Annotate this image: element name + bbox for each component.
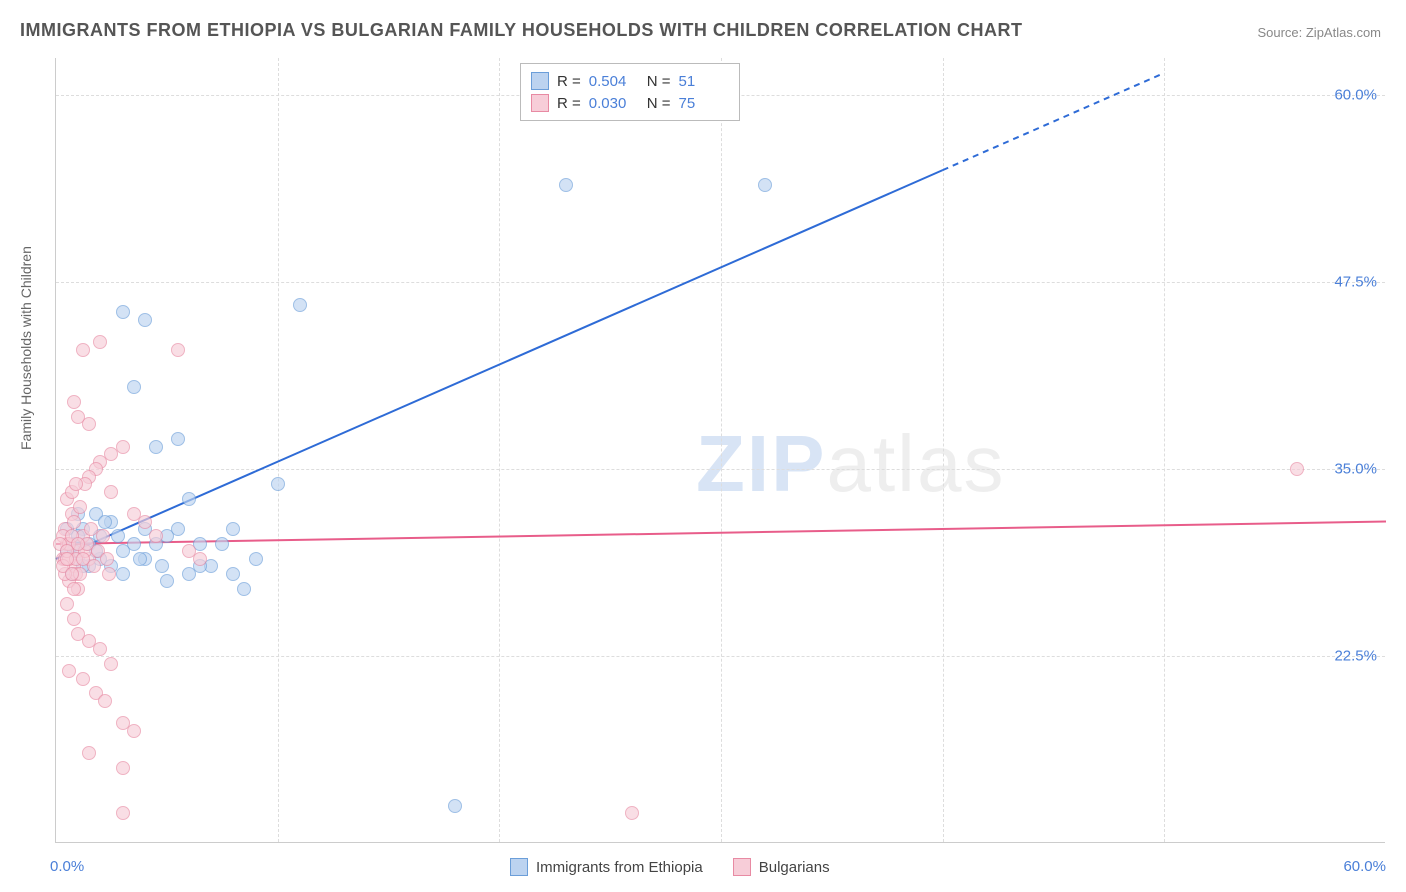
data-point <box>111 529 125 543</box>
data-point <box>76 672 90 686</box>
data-point <box>65 567 79 581</box>
data-point <box>73 500 87 514</box>
n-label: N = <box>647 95 671 112</box>
legend-series-item: Bulgarians <box>733 858 830 876</box>
watermark: ZIPatlas <box>696 418 1005 510</box>
data-point <box>448 799 462 813</box>
legend-series-item: Immigrants from Ethiopia <box>510 858 703 876</box>
data-point <box>171 522 185 536</box>
data-point <box>67 612 81 626</box>
data-point <box>149 440 163 454</box>
data-point <box>215 537 229 551</box>
y-tick-label: 60.0% <box>1334 87 1377 104</box>
data-point <box>226 522 240 536</box>
data-point <box>171 432 185 446</box>
data-point <box>127 537 141 551</box>
data-point <box>226 567 240 581</box>
legend-stats-row: R = 0.504 N = 51 <box>531 70 729 92</box>
data-point <box>249 552 263 566</box>
r-value: 0.030 <box>589 95 639 112</box>
data-point <box>67 582 81 596</box>
x-axis-max-label: 60.0% <box>1343 858 1386 875</box>
legend-series: Immigrants from Ethiopia Bulgarians <box>510 858 830 876</box>
data-point <box>1290 462 1304 476</box>
data-point <box>138 515 152 529</box>
legend-swatch <box>733 858 751 876</box>
data-point <box>160 574 174 588</box>
x-axis-min-label: 0.0% <box>50 858 84 875</box>
data-point <box>93 642 107 656</box>
data-point <box>271 477 285 491</box>
data-point <box>67 515 81 529</box>
data-point <box>104 657 118 671</box>
legend-series-label: Immigrants from Ethiopia <box>536 859 703 876</box>
data-point <box>116 761 130 775</box>
y-tick-label: 47.5% <box>1334 274 1377 291</box>
data-point <box>149 529 163 543</box>
data-point <box>67 395 81 409</box>
data-point <box>104 485 118 499</box>
data-point <box>62 664 76 678</box>
data-point <box>102 567 116 581</box>
data-point <box>237 582 251 596</box>
legend-stats: R = 0.504 N = 51 R = 0.030 N = 75 <box>520 63 740 121</box>
y-axis-title: Family Households with Children <box>18 246 34 450</box>
watermark-zip: ZIP <box>696 419 826 508</box>
data-point <box>155 559 169 573</box>
data-point <box>116 567 130 581</box>
chart-title: IMMIGRANTS FROM ETHIOPIA VS BULGARIAN FA… <box>20 20 1023 41</box>
data-point <box>293 298 307 312</box>
data-point <box>171 343 185 357</box>
n-label: N = <box>647 73 671 90</box>
data-point <box>60 552 74 566</box>
data-point <box>60 597 74 611</box>
r-label: R = <box>557 73 581 90</box>
data-point <box>116 305 130 319</box>
y-tick-label: 35.0% <box>1334 461 1377 478</box>
gridline-v <box>499 58 500 842</box>
data-point <box>96 529 110 543</box>
data-point <box>93 335 107 349</box>
legend-swatch <box>510 858 528 876</box>
data-point <box>100 552 114 566</box>
watermark-atlas: atlas <box>826 419 1005 508</box>
data-point <box>193 552 207 566</box>
gridline-v <box>278 58 279 842</box>
n-value: 51 <box>679 73 729 90</box>
data-point <box>625 806 639 820</box>
gridline-v <box>943 58 944 842</box>
legend-series-label: Bulgarians <box>759 859 830 876</box>
data-point <box>98 515 112 529</box>
data-point <box>138 313 152 327</box>
data-point <box>69 477 83 491</box>
gridline-v <box>1164 58 1165 842</box>
plot-area: ZIPatlas 22.5% 35.0% 47.5% 60.0% <box>55 58 1385 843</box>
r-label: R = <box>557 95 581 112</box>
r-value: 0.504 <box>589 73 639 90</box>
data-point <box>98 694 112 708</box>
data-point <box>71 537 85 551</box>
data-point <box>182 492 196 506</box>
trend-line <box>943 73 1165 170</box>
data-point <box>133 552 147 566</box>
data-point <box>127 380 141 394</box>
data-point <box>116 806 130 820</box>
data-point <box>127 724 141 738</box>
data-point <box>76 552 90 566</box>
data-point <box>76 343 90 357</box>
y-tick-label: 22.5% <box>1334 648 1377 665</box>
data-point <box>116 440 130 454</box>
gridline-v <box>721 58 722 842</box>
legend-swatch <box>531 72 549 90</box>
legend-swatch <box>531 94 549 112</box>
data-point <box>82 417 96 431</box>
data-point <box>559 178 573 192</box>
data-point <box>82 746 96 760</box>
data-point <box>758 178 772 192</box>
source-label: Source: ZipAtlas.com <box>1257 25 1381 40</box>
legend-stats-row: R = 0.030 N = 75 <box>531 92 729 114</box>
n-value: 75 <box>679 95 729 112</box>
